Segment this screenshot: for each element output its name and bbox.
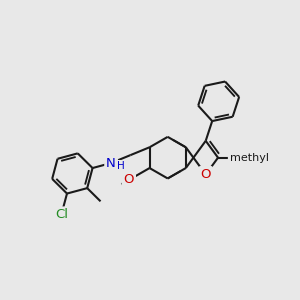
Text: N: N bbox=[106, 157, 116, 169]
Text: H: H bbox=[116, 161, 124, 171]
Text: methyl: methyl bbox=[230, 153, 268, 163]
Text: Cl: Cl bbox=[55, 208, 68, 221]
Text: O: O bbox=[124, 173, 134, 187]
Text: O: O bbox=[200, 168, 211, 181]
